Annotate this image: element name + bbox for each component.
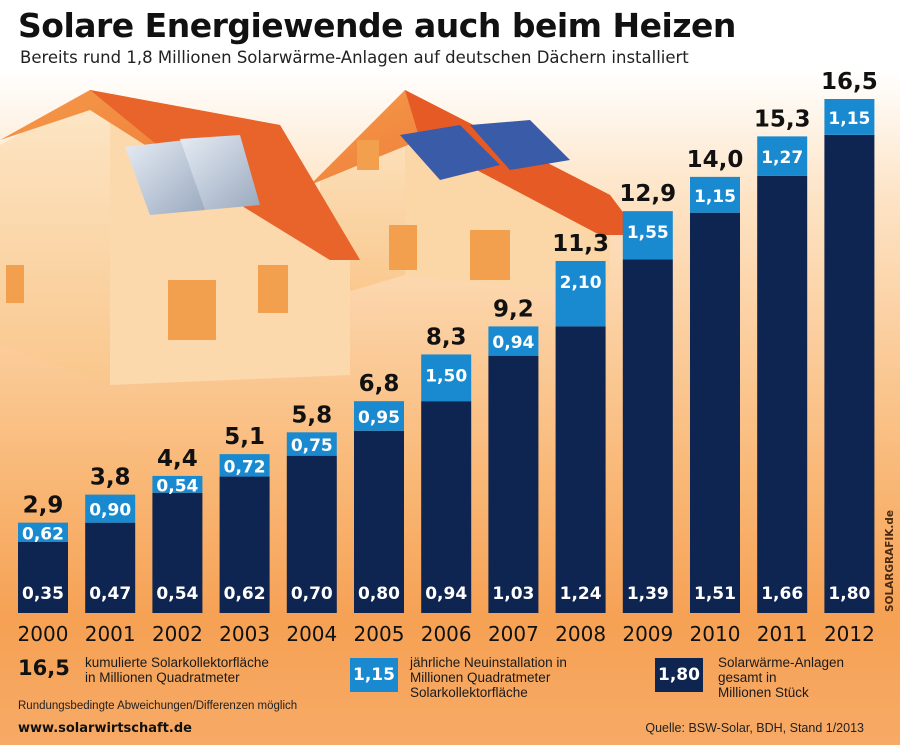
systems-value-label: 0,47	[89, 584, 131, 604]
systems-value-label: 0,70	[291, 584, 333, 604]
annual-value-label: 0,75	[291, 436, 333, 456]
bar-cumulative-segment	[555, 326, 606, 613]
bar-cumulative-segment	[152, 492, 203, 613]
year-tick-label: 2012	[824, 622, 875, 646]
legend-systems-key: 1,80	[655, 658, 703, 692]
year-tick-label: 2000	[18, 622, 69, 646]
bar-cumulative-segment	[622, 259, 673, 613]
total-value-label: 6,8	[359, 371, 400, 397]
total-value-label: 5,1	[224, 424, 265, 450]
total-value-label: 3,8	[90, 465, 131, 491]
systems-value-label: 1,39	[627, 584, 669, 604]
bar-cumulative-segment	[488, 355, 539, 613]
systems-value-label: 0,94	[425, 584, 467, 604]
year-tick-label: 2008	[555, 622, 606, 646]
annual-value-label: 0,72	[224, 457, 266, 477]
year-tick-label: 2010	[690, 622, 741, 646]
bar-cumulative-segment	[354, 430, 404, 613]
systems-value-label: 0,54	[156, 584, 198, 604]
annual-value-label: 0,95	[358, 408, 400, 428]
annual-value-label: 1,55	[627, 223, 669, 243]
bar-cumulative-segment	[421, 401, 472, 613]
rounding-note: Rundungsbedingte Abweichungen/Differenze…	[18, 700, 298, 712]
total-value-label: 5,8	[291, 402, 332, 428]
credit-text: SOLARGRAFIK.de	[884, 509, 896, 613]
systems-value-label: 1,51	[694, 584, 736, 604]
total-value-label: 4,4	[157, 446, 198, 472]
annual-value-label: 2,10	[560, 273, 602, 293]
year-tick-label: 2005	[354, 622, 405, 646]
bar-annual-segment	[152, 475, 203, 493]
total-value-label: 9,2	[493, 296, 534, 322]
legend-total-key: 16,5	[18, 656, 70, 680]
bar-annual-segment	[555, 260, 606, 327]
systems-value-label: 1,03	[492, 584, 534, 604]
bar-annual-segment	[757, 136, 808, 176]
bar-annual-segment	[488, 326, 539, 356]
total-value-label: 14,0	[687, 147, 744, 173]
legend-total-text: kumulierte Solarkollektorfläche in Millio…	[85, 655, 269, 685]
bar-cumulative-segment	[824, 134, 875, 613]
total-value-label: 2,9	[23, 493, 64, 519]
bar-annual-segment	[219, 454, 270, 477]
annual-value-label: 0,90	[89, 501, 131, 521]
annual-value-label: 0,54	[156, 476, 198, 496]
year-tick-label: 2006	[421, 622, 472, 646]
bar-annual-segment	[354, 401, 404, 431]
bar-annual-segment	[824, 99, 875, 135]
total-value-label: 12,9	[619, 181, 676, 207]
website-link[interactable]: www.solarwirtschaft.de	[18, 721, 192, 736]
bar-annual-segment	[622, 211, 673, 260]
systems-value-label: 0,62	[224, 584, 266, 604]
year-tick-label: 2002	[152, 622, 203, 646]
total-value-label: 11,3	[552, 231, 609, 257]
total-value-label: 15,3	[754, 106, 811, 132]
annual-value-label: 1,27	[761, 148, 803, 168]
chart-title: Solare Energiewende auch beim Heizen	[18, 6, 736, 45]
annual-value-label: 0,62	[22, 524, 64, 544]
bar-cumulative-segment	[757, 175, 808, 613]
bar-annual-segment	[421, 354, 472, 402]
systems-value-label: 0,35	[22, 584, 64, 604]
front-house	[0, 90, 360, 385]
legend-annual-key: 1,15	[350, 658, 398, 692]
legend-annual-text: jährliche Neuinstallation in Millionen Qu…	[410, 655, 567, 700]
bar-annual-segment	[18, 522, 68, 542]
houses-illustration	[0, 90, 640, 385]
year-tick-label: 2003	[219, 622, 270, 646]
bar-annual-segment	[286, 432, 337, 456]
bar-cumulative-segment	[219, 476, 270, 613]
systems-value-label: 1,66	[761, 584, 803, 604]
year-tick-label: 2011	[757, 622, 808, 646]
year-tick-label: 2007	[488, 622, 539, 646]
systems-value-label: 1,24	[560, 584, 602, 604]
year-tick-label: 2009	[622, 622, 673, 646]
bar-cumulative-segment	[690, 212, 740, 613]
systems-value-label: 0,80	[358, 584, 400, 604]
total-value-label: 16,5	[821, 69, 878, 95]
annual-value-label: 1,15	[828, 109, 870, 129]
annual-value-label: 1,50	[425, 366, 467, 386]
year-tick-label: 2004	[286, 622, 337, 646]
year-tick-label: 2001	[85, 622, 136, 646]
bar-annual-segment	[85, 494, 136, 523]
source-note: Quelle: BSW-Solar, BDH, Stand 1/2013	[645, 721, 864, 735]
systems-value-label: 1,80	[828, 584, 870, 604]
total-value-label: 8,3	[426, 324, 467, 350]
bar-cumulative-segment	[286, 455, 337, 613]
bar-annual-segment	[690, 176, 740, 213]
bar-cumulative-segment	[85, 522, 136, 613]
legend-systems-text: Solarwärme-Anlagen gesamt in Millionen Stü…	[718, 655, 845, 700]
annual-value-label: 0,94	[492, 333, 534, 353]
chart-subtitle: Bereits rund 1,8 Millionen Solarwärme-An…	[20, 48, 689, 67]
annual-value-label: 1,15	[694, 187, 736, 207]
bar-cumulative-segment	[18, 541, 68, 613]
